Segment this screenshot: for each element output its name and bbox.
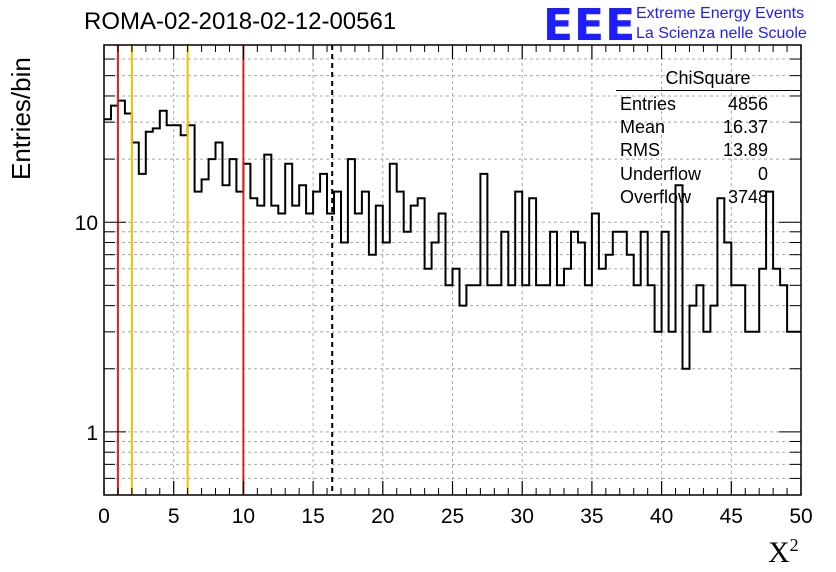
x-tick-label: 5 bbox=[168, 505, 180, 528]
x-tick-label: 50 bbox=[789, 505, 812, 528]
y-tick-label: 10 bbox=[75, 212, 98, 235]
x-tick-label: 15 bbox=[301, 505, 324, 528]
stats-value: 0 bbox=[757, 163, 768, 184]
stats-value: 16.37 bbox=[722, 117, 768, 138]
stats-row-overflow: Overflow 3748 bbox=[610, 186, 806, 209]
stats-row-mean: Mean 16.37 bbox=[610, 116, 806, 139]
x-tick-label: 20 bbox=[371, 505, 394, 528]
y-tick-label: 1 bbox=[86, 422, 98, 445]
stats-value: 3748 bbox=[727, 186, 768, 207]
stats-label: Overflow bbox=[620, 186, 692, 207]
stats-title: ChiSquare bbox=[616, 66, 800, 91]
stats-box: ChiSquare Entries 4856 Mean 16.37 RMS 13.89… bbox=[610, 66, 806, 209]
stats-value: 13.89 bbox=[722, 140, 768, 161]
stats-row-rms: RMS 13.89 bbox=[610, 139, 806, 162]
stats-label: Underflow bbox=[620, 163, 702, 184]
x-tick-label: 25 bbox=[441, 505, 464, 528]
x-axis-label: X2 bbox=[768, 535, 799, 570]
x-axis-label-sup: 2 bbox=[789, 535, 799, 555]
logo-text: Extreme Energy Events La Scienza nelle S… bbox=[636, 4, 807, 44]
stats-label: Mean bbox=[620, 117, 666, 138]
eee-logo: EEE bbox=[543, 0, 637, 51]
x-tick-label: 30 bbox=[511, 505, 534, 528]
chart-title: ROMA-02-2018-02-12-00561 bbox=[84, 8, 397, 35]
x-tick-label: 45 bbox=[720, 505, 743, 528]
x-tick-label: 35 bbox=[580, 505, 603, 528]
stats-value: 4856 bbox=[727, 94, 768, 114]
y-axis-label: Entries/bin bbox=[6, 57, 36, 180]
x-tick-label: 0 bbox=[98, 505, 110, 528]
stats-row-entries: Entries 4856 bbox=[610, 93, 806, 116]
histogram-line bbox=[104, 99, 801, 370]
stats-row-underflow: Underflow 0 bbox=[610, 163, 806, 186]
stats-label: Entries bbox=[620, 94, 677, 114]
x-axis-label-main: X bbox=[768, 536, 790, 569]
x-tick-label: 40 bbox=[650, 505, 673, 528]
x-tick-label: 10 bbox=[232, 505, 255, 528]
logo-line2: La Scienza nelle Scuole bbox=[636, 25, 807, 42]
logo-line1: Extreme Energy Events bbox=[636, 5, 805, 22]
stats-label: RMS bbox=[620, 140, 660, 161]
